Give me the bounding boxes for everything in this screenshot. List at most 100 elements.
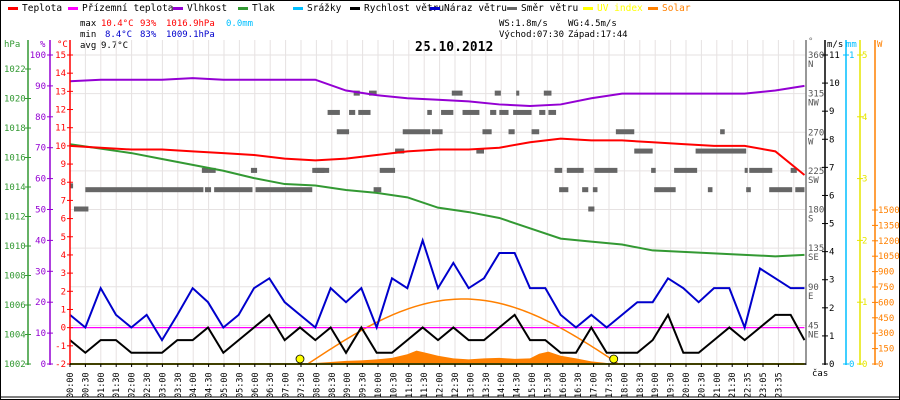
humidity-tick-label: 90 [35, 82, 46, 92]
series-wind-gust [69, 237, 805, 343]
legend-swatch-2 [173, 7, 183, 10]
stats-block: max 10.4°C 93% 1016.9hPa 0.0mm min 8.4°C… [80, 19, 628, 51]
uv-tick-label: 2 [862, 236, 867, 246]
temperature-tick-label: -1 [55, 342, 66, 352]
wind-tick-label: 11 [829, 51, 840, 61]
legend-label-5: Rychlost větru [364, 3, 444, 14]
uv-tick-label: 5 [862, 51, 867, 61]
wind-direction-segment [451, 90, 463, 96]
wind-direction-segment [431, 129, 443, 135]
wind-direction-segment [654, 187, 676, 193]
direction-tick-compass: NE [808, 330, 819, 340]
rain-tick-label: 1 [849, 51, 854, 61]
wind-tick-label: 4 [829, 248, 834, 258]
wind-direction-segment [543, 90, 552, 96]
wind-tick-label: 0 [829, 360, 834, 370]
wind-tick-label: 3 [829, 276, 834, 286]
sunrise-marker-icon [295, 354, 305, 364]
direction-tick-label: 360 [808, 51, 824, 61]
wind-direction-segment [720, 129, 725, 135]
legend-swatch-3 [238, 7, 248, 10]
legend-swatch-4 [293, 7, 303, 10]
humidity-tick-label: 50 [35, 206, 46, 216]
x-tick-label: 07:00 [282, 372, 292, 398]
x-tick-label: 11:30 [420, 372, 430, 398]
humidity-tick-label: 0 [41, 360, 46, 370]
pressure-tick-label: 1012 [4, 213, 26, 223]
wind-direction-segment [427, 109, 432, 115]
solar-tick-label: 150 [878, 345, 894, 355]
x-tick-label: 06:00 [251, 372, 261, 398]
x-tick-label: 08:00 [312, 372, 322, 398]
x-tick-label: 21:00 [713, 372, 723, 398]
stats-max-label: max [80, 19, 97, 29]
wind-direction-segment [73, 206, 89, 212]
direction-tick-compass: N [808, 60, 813, 70]
stats-min-label: min [80, 30, 96, 40]
legend-label-0: Teplota [22, 3, 62, 14]
wind-direction-segment [592, 187, 598, 193]
x-tick-label: 09:00 [343, 372, 353, 398]
stats-max-hum: 93% [140, 19, 157, 29]
wind-direction-segment [749, 167, 773, 173]
wind-direction-segment [462, 109, 480, 115]
wind-tick-label: 2 [829, 304, 834, 314]
wind-tick-label: 6 [829, 191, 834, 201]
pressure-tick-label: 1004 [4, 331, 26, 341]
x-tick-label: 08:30 [328, 372, 338, 398]
series-humidity [69, 77, 805, 107]
direction-tick-label: 225 [808, 167, 824, 177]
direction-tick-label: 90 [808, 283, 819, 293]
humidity-tick-label: 100 [30, 51, 46, 61]
stats-max-press: 1016.9hPa [166, 19, 215, 29]
stats-min-hum: 83% [140, 30, 157, 40]
rain-axis-unit: mm [846, 40, 857, 50]
legend-swatch-0 [8, 7, 18, 10]
legend-label-1: Přízemní teplota [82, 3, 174, 14]
wind-direction-segment [554, 167, 563, 173]
temperature-tick-label: 4 [61, 251, 66, 261]
wind-direction-segment [634, 148, 653, 154]
axes: hPa1002100410061008101010121014101610181… [0, 37, 900, 398]
temperature-tick-label: 6 [61, 215, 66, 225]
series-pressure [69, 143, 805, 258]
wind-direction-segment [336, 129, 350, 135]
direction-tick-label: 270 [808, 128, 824, 138]
temperature-tick-label: 1 [61, 305, 66, 315]
x-tick-label: 04:30 [205, 372, 215, 398]
stats-avg-label: avg [80, 41, 96, 51]
legend-swatch-1 [68, 7, 78, 10]
x-tick-label: 23:05 [759, 372, 769, 398]
temperature-tick-label: 0 [61, 324, 66, 334]
solar-tick-label: 900 [878, 268, 894, 278]
sunset-marker-icon [609, 354, 619, 364]
uv-tick-label: 1 [862, 298, 867, 308]
x-tick-label: 07:30 [297, 372, 307, 398]
wind-tick-label: 1 [829, 332, 834, 342]
pressure-tick-label: 1006 [4, 301, 26, 311]
direction-tick-compass: W [808, 137, 814, 147]
temperature-tick-label: 13 [55, 87, 66, 97]
legend-swatch-6 [430, 7, 440, 10]
wind-direction-segment [499, 109, 509, 115]
temperature-tick-label: 11 [55, 124, 66, 134]
legend-swatch-9 [648, 7, 658, 10]
wind-tick-label: 9 [829, 107, 834, 117]
humidity-tick-label: 60 [35, 175, 46, 185]
pressure-tick-label: 1008 [4, 272, 26, 282]
wind-direction-segment [744, 167, 748, 173]
wind-direction-segment [588, 206, 595, 212]
wind-direction-segment [615, 129, 635, 135]
stats-avg-temp: 9.7°C [101, 41, 128, 51]
temperature-tick-label: 3 [61, 269, 66, 279]
wind-direction-segment [327, 109, 340, 115]
x-tick-label: 16:30 [574, 372, 584, 398]
x-tick-label: 14:00 [497, 372, 507, 398]
wind-direction-segment [769, 187, 793, 193]
x-tick-label: 04:00 [189, 372, 199, 398]
solar-tick-label: 300 [878, 329, 894, 339]
x-tick-label: 01:00 [97, 372, 107, 398]
chart-title: 25.10.2012 [415, 40, 493, 55]
direction-tick-compass: S [808, 215, 813, 225]
